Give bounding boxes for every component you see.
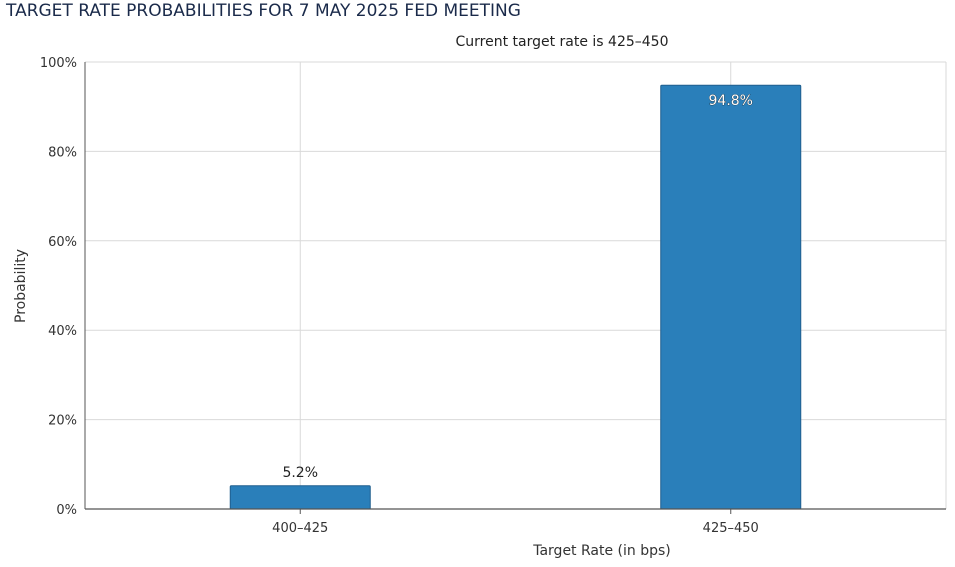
- y-tick-label: 100%: [40, 56, 77, 71]
- data-label: 5.2%: [282, 465, 318, 481]
- y-tick-label: 20%: [48, 414, 77, 429]
- chart-title: TARGET RATE PROBABILITIES FOR 7 MAY 2025…: [6, 1, 521, 21]
- x-tick-label: 425–450: [703, 521, 759, 536]
- bar: [229, 485, 371, 510]
- y-axis: 0% 20% 40% 60% 80% 100%: [40, 56, 86, 518]
- bar: [660, 84, 802, 510]
- x-axis: 400–425 425–450: [85, 508, 946, 536]
- x-axis-label: Target Rate (in bps): [532, 543, 671, 559]
- chart-subtitle: Current target rate is 425–450: [455, 34, 668, 50]
- y-tick-label: 40%: [48, 324, 77, 339]
- y-tick-label: 0%: [56, 503, 77, 518]
- bars: 5.2% 94.8%: [229, 84, 802, 510]
- y-tick-label: 60%: [48, 235, 77, 250]
- y-axis-label: Probability: [13, 249, 29, 323]
- x-tick-label: 400–425: [272, 521, 328, 536]
- data-label: 94.8%: [709, 93, 753, 109]
- grid: [85, 61, 947, 510]
- y-tick-label: 80%: [48, 145, 77, 160]
